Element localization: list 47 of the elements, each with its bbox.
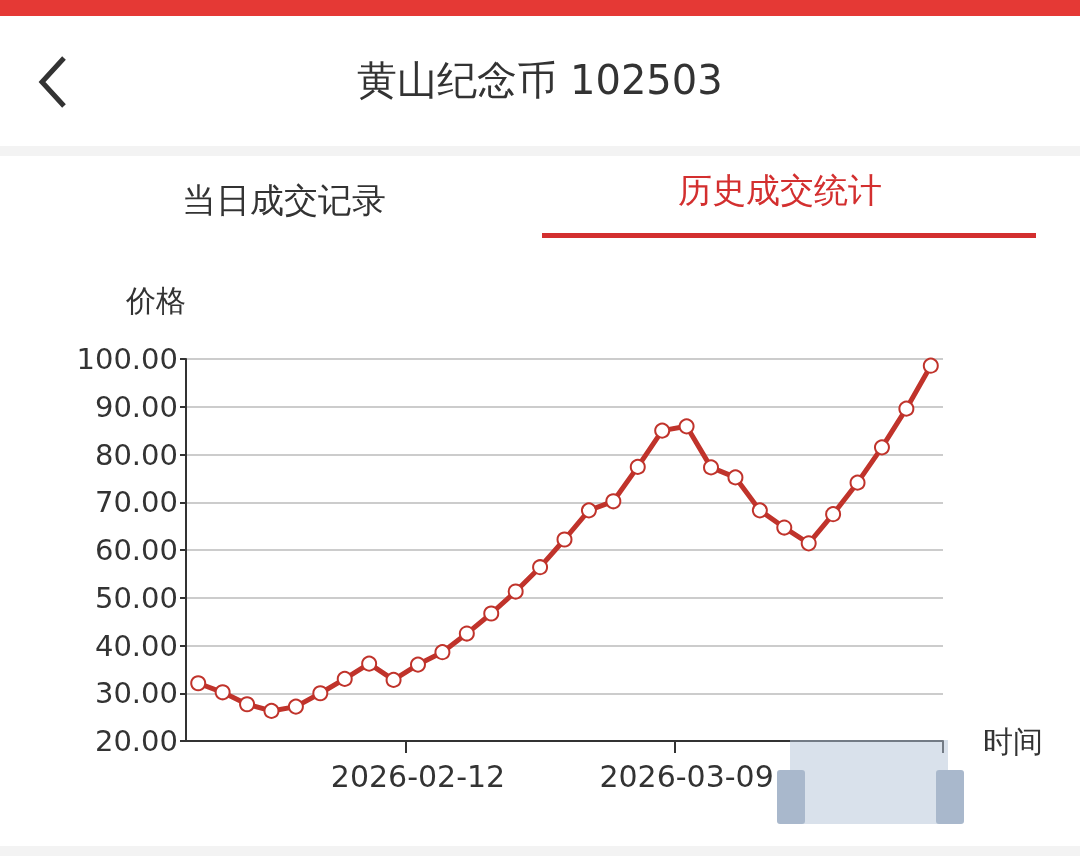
point [361,655,378,672]
y-tick-label: 70.00 [94,485,178,520]
text: 当日成交记录 [182,179,386,222]
y-tick-label: 50.00 [94,580,178,615]
point [898,400,915,417]
y-tick-label: 40.00 [94,628,178,663]
point [239,696,256,713]
point [654,422,671,439]
y-tick-label: 60.00 [94,533,178,567]
point [678,418,695,435]
point [385,671,402,688]
point [410,656,426,673]
point [287,698,304,715]
point [458,625,475,642]
point [312,685,329,702]
point [629,458,646,475]
point [580,502,597,519]
point [263,702,280,719]
point [776,519,793,536]
point [190,675,207,692]
y-axis-title: 价格 [125,282,186,318]
point [336,670,353,687]
point [922,357,939,374]
x-tick-label: 2026-03-09 [599,758,774,794]
point [703,459,720,476]
point [800,535,817,552]
point [434,644,451,661]
y-tick-label: 30.00 [94,676,178,711]
point [605,493,622,510]
x-tick-label: 2026-02-12 [330,758,506,794]
point [214,684,231,701]
point [727,469,744,486]
point [751,502,768,519]
y-tick-label: 80.00 [94,437,178,472]
point [483,605,500,622]
point [556,531,573,548]
chart-title: 黄山纪念币 102503 [356,56,724,105]
point [849,474,866,491]
y-tick-label: 90.00 [94,389,178,424]
point [873,439,890,456]
point [507,583,524,600]
point [532,559,549,576]
point [825,506,842,523]
y-tick-label: 100.00 [76,342,178,376]
text: 历史成交统计 [678,169,882,212]
y-tick-label: 20.00 [94,724,178,758]
x-axis-title: 时间 [983,723,1043,759]
